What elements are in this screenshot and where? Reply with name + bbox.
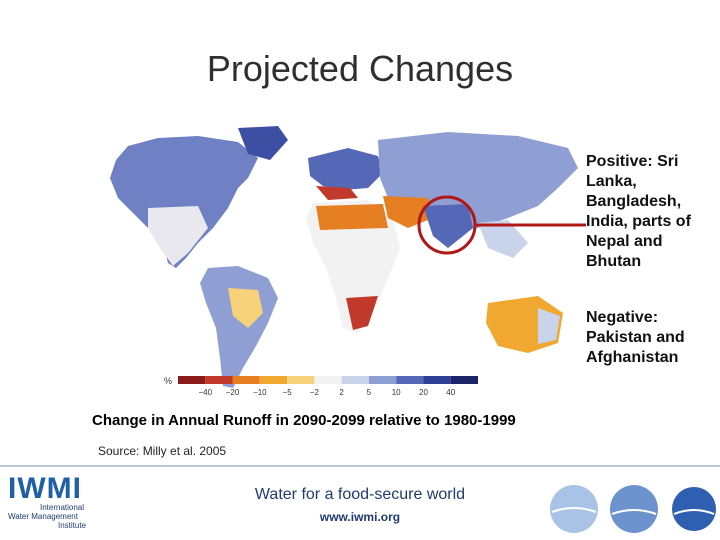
legend-swatch bbox=[450, 376, 478, 384]
footer-tagline: Water for a food-secure world bbox=[254, 486, 466, 503]
legend-swatch bbox=[259, 376, 288, 384]
positive-annotation: Positive: Sri Lanka, Bangladesh, India, … bbox=[586, 153, 691, 270]
footer-url[interactable]: www.iwmi.org bbox=[319, 510, 401, 524]
legend-tick-label: 40 bbox=[446, 388, 455, 397]
legend-tick-label: −40 bbox=[198, 388, 212, 397]
drop-wave-3 bbox=[673, 509, 715, 515]
map-caption: Change in Annual Runoff in 2090-2099 rel… bbox=[92, 412, 516, 429]
legend-swatch bbox=[341, 376, 369, 384]
logo-sub-1: International bbox=[40, 503, 84, 512]
iwmi-logo: IWMI International Water Management Inst… bbox=[8, 472, 87, 530]
footer-divider bbox=[0, 465, 720, 467]
map-legend: % −40 −20 −10 −5 −2 2 5 10 20 40 bbox=[164, 376, 478, 397]
legend-swatch bbox=[423, 376, 451, 384]
legend-unit: % bbox=[164, 376, 172, 386]
legend-tick-label: −5 bbox=[283, 388, 293, 397]
europe bbox=[308, 148, 383, 190]
negative-annotation: Negative: Pakistan and Afghanistan bbox=[586, 309, 685, 366]
legend-tick-label: −10 bbox=[253, 388, 267, 397]
water-drop-icons bbox=[550, 485, 716, 533]
legend-tick-label: −20 bbox=[226, 388, 240, 397]
drop-wave-1 bbox=[551, 507, 597, 513]
legend-tick-label: 20 bbox=[419, 388, 428, 397]
legend-swatch bbox=[178, 376, 206, 384]
logo-sub-2: Water Management bbox=[8, 512, 79, 521]
drop-wave-2 bbox=[611, 509, 657, 515]
southeast-asia bbox=[478, 220, 528, 258]
legend-swatch bbox=[205, 376, 233, 384]
sahara bbox=[316, 204, 388, 230]
australia-east bbox=[538, 308, 560, 344]
legend-swatch bbox=[232, 376, 260, 384]
logo-text: IWMI bbox=[8, 472, 82, 505]
legend-swatch bbox=[314, 376, 342, 384]
south-america-dry bbox=[228, 288, 263, 328]
southern-africa bbox=[346, 296, 378, 330]
legend-swatch bbox=[287, 376, 315, 384]
legend-swatch bbox=[368, 376, 397, 384]
logo-sub-3: Institute bbox=[58, 521, 87, 530]
south-america bbox=[200, 266, 278, 388]
legend-tick-label: −2 bbox=[310, 388, 320, 397]
mediterranean bbox=[316, 186, 358, 200]
legend-swatch bbox=[396, 376, 424, 384]
legend-tick-label: 5 bbox=[367, 388, 372, 397]
source-citation: Source: Milly et al. 2005 bbox=[98, 444, 227, 458]
south-asia bbox=[423, 204, 473, 248]
legend-tick-label: 2 bbox=[339, 388, 344, 397]
greenland bbox=[238, 126, 288, 160]
slide-title: Projected Changes bbox=[206, 48, 514, 89]
north-america-south bbox=[148, 206, 208, 266]
legend-tick-label: 10 bbox=[392, 388, 401, 397]
north-america bbox=[110, 136, 258, 268]
world-runoff-map: % −40 −20 −10 −5 −2 2 5 10 20 40 bbox=[110, 126, 586, 397]
